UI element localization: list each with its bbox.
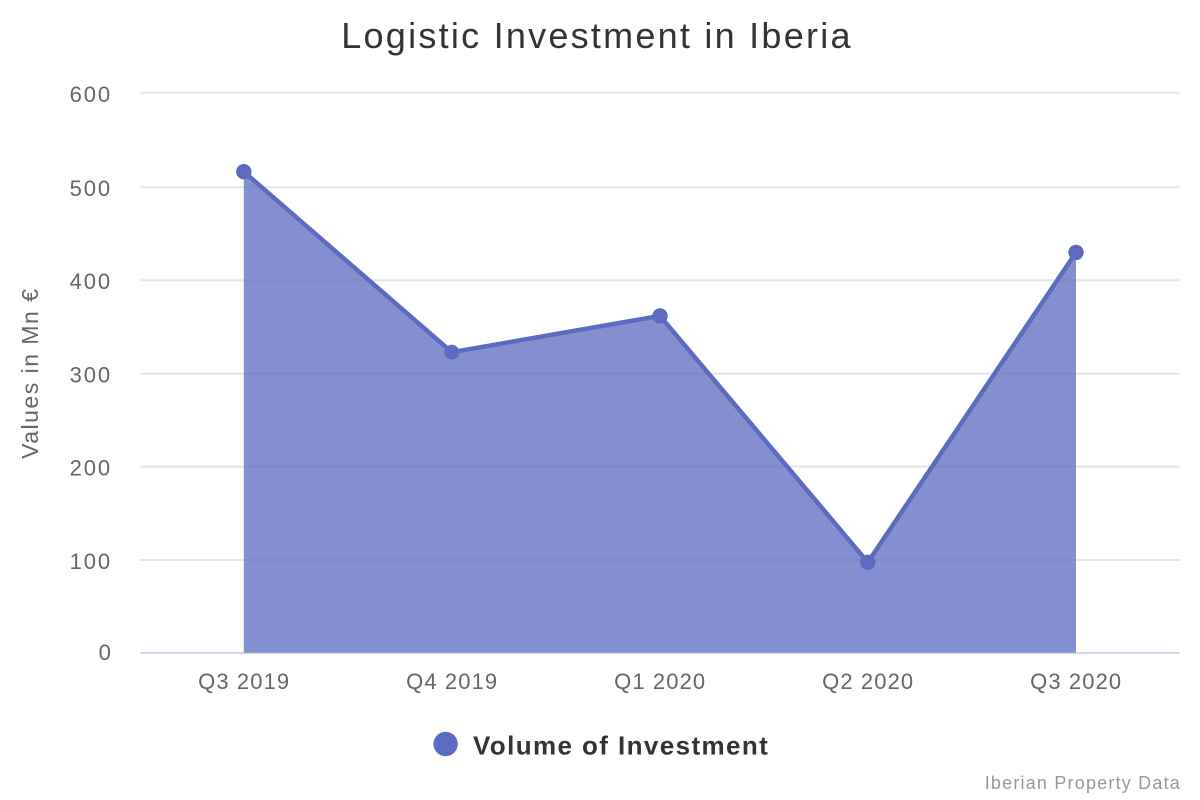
svg-text:200: 200 — [70, 456, 112, 481]
svg-text:Q3 2020: Q3 2020 — [1030, 669, 1122, 694]
svg-text:400: 400 — [70, 269, 112, 294]
svg-text:Q2 2020: Q2 2020 — [822, 669, 914, 694]
svg-text:Iberian Property Data: Iberian Property Data — [985, 773, 1181, 793]
svg-text:Q1 2020: Q1 2020 — [614, 669, 706, 694]
svg-text:Values in Mn €: Values in Mn € — [17, 287, 43, 458]
svg-text:Logistic Investment in Iberia: Logistic Investment in Iberia — [341, 15, 852, 56]
svg-text:0: 0 — [99, 640, 111, 665]
svg-text:Q3 2019: Q3 2019 — [198, 669, 290, 694]
svg-text:100: 100 — [70, 549, 112, 574]
svg-text:500: 500 — [70, 176, 112, 201]
svg-text:300: 300 — [70, 363, 112, 388]
svg-text:Q4 2019: Q4 2019 — [406, 669, 498, 694]
svg-text:Volume of Investment: Volume of Investment — [473, 731, 769, 761]
svg-text:600: 600 — [70, 82, 112, 107]
